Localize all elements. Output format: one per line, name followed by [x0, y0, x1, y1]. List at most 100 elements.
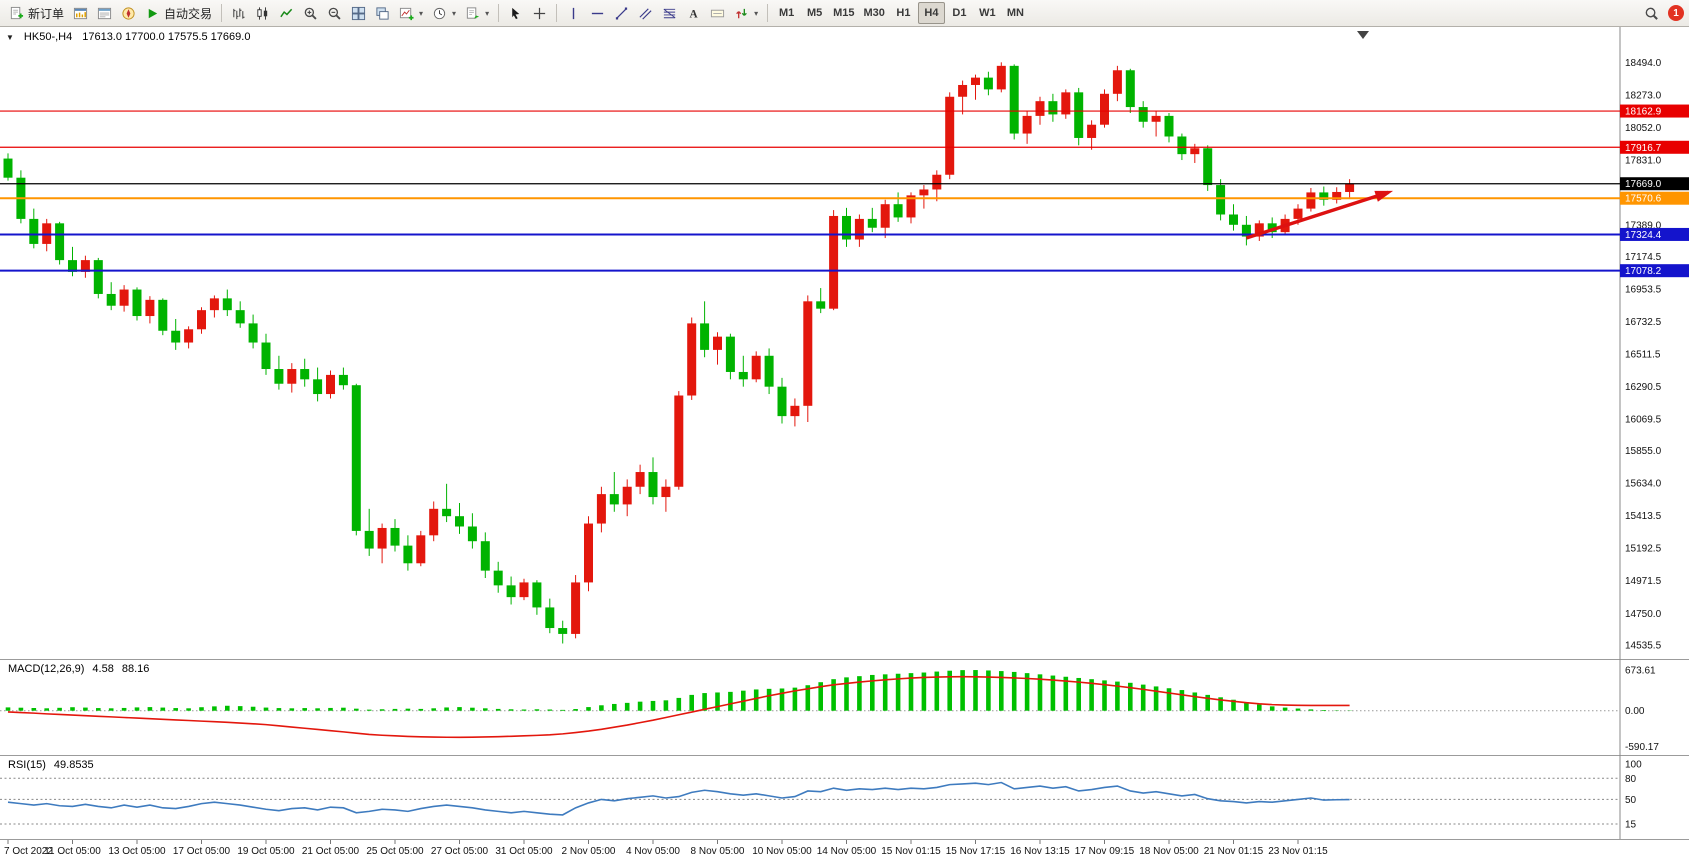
- cursor-button[interactable]: [504, 2, 527, 24]
- rsi-axis-tick: 80: [1625, 774, 1637, 785]
- svg-text:27 Oct 05:00: 27 Oct 05:00: [431, 846, 489, 857]
- arrows-caret-icon: ▾: [754, 8, 759, 18]
- svg-text:15192.5: 15192.5: [1625, 544, 1662, 555]
- period-button[interactable]: ▾: [428, 2, 460, 24]
- timeframe-h1[interactable]: H1: [896, 7, 911, 19]
- cascade-windows-icon: [376, 6, 389, 20]
- macd-value: 4.58: [92, 663, 114, 675]
- tile-windows-button[interactable]: [347, 2, 370, 24]
- zoom-in-button[interactable]: [299, 2, 322, 24]
- template-button[interactable]: ▾: [461, 2, 493, 24]
- market-watch-button[interactable]: [69, 2, 92, 24]
- market-watch-icon: [73, 7, 88, 19]
- svg-text:A: A: [690, 8, 699, 20]
- notification-badge[interactable]: 1: [1668, 5, 1684, 21]
- toolbar: 新订单 自动交易: [0, 0, 1689, 27]
- svg-text:18 Nov 05:00: 18 Nov 05:00: [1139, 846, 1199, 857]
- channel-button[interactable]: [634, 2, 657, 24]
- new-chart-icon: [399, 7, 414, 20]
- svg-text:15 Nov 01:15: 15 Nov 01:15: [881, 846, 941, 857]
- timeframe-mn[interactable]: MN: [1006, 7, 1024, 19]
- svg-text:31 Oct 05:00: 31 Oct 05:00: [495, 846, 553, 857]
- svg-text:17669.0: 17669.0: [1625, 179, 1662, 190]
- clock-icon: [433, 7, 446, 19]
- navigator-button[interactable]: [117, 2, 140, 24]
- svg-text:17570.6: 17570.6: [1625, 194, 1662, 205]
- candlestick-chart-icon: [257, 6, 268, 20]
- svg-text:16 Nov 13:15: 16 Nov 13:15: [1010, 846, 1070, 857]
- trendline-button[interactable]: [610, 2, 633, 24]
- period-caret-icon: ▾: [452, 8, 457, 18]
- timeframe-w1[interactable]: W1: [979, 7, 996, 19]
- svg-text:11 Oct 05:00: 11 Oct 05:00: [44, 846, 101, 857]
- crosshair-button[interactable]: [528, 2, 551, 24]
- search-button[interactable]: [1640, 2, 1663, 24]
- chart-symbol-period: HK50-,H4: [23, 31, 73, 43]
- svg-text:10 Nov 05:00: 10 Nov 05:00: [752, 846, 812, 857]
- timeframe-m15[interactable]: M15: [833, 7, 855, 19]
- data-window-button[interactable]: [93, 2, 116, 24]
- timeframe-m5[interactable]: M5: [806, 7, 823, 19]
- svg-text:17 Oct 05:00: 17 Oct 05:00: [173, 846, 231, 857]
- toolbar-right-group: 1: [1640, 2, 1684, 24]
- rsi-name: RSI(15): [8, 759, 46, 771]
- svg-text:4 Nov 05:00: 4 Nov 05:00: [626, 846, 680, 857]
- svg-text:16953.5: 16953.5: [1625, 285, 1662, 296]
- price-tag: [1620, 104, 1689, 118]
- horizontal-line-icon: [591, 12, 604, 14]
- data-window-icon: [97, 7, 112, 19]
- vertical-line-icon: [572, 7, 575, 19]
- svg-text:17389.0: 17389.0: [1625, 220, 1662, 231]
- timeframe-h4[interactable]: H4: [917, 2, 945, 24]
- text-label-icon: [711, 9, 725, 17]
- macd-signal-value: 88.16: [121, 663, 150, 675]
- timeframe-m1[interactable]: M1: [778, 7, 795, 19]
- svg-text:15413.5: 15413.5: [1625, 511, 1662, 522]
- timeframe-d1[interactable]: D1: [952, 7, 967, 19]
- svg-text:15855.0: 15855.0: [1625, 446, 1662, 457]
- timeframe-m30[interactable]: M30: [863, 7, 885, 19]
- new-chart-caret-icon: ▾: [419, 8, 424, 18]
- rsi-axis-tick: 100: [1625, 760, 1642, 771]
- horizontal-line-button[interactable]: [586, 2, 609, 24]
- chart-window[interactable]: 18494.0 18273.0 18052.0 17831.0 17389.0 17174…: [0, 26, 1689, 862]
- chart-canvas[interactable]: 18494.0 18273.0 18052.0 17831.0 17389.0 17174…: [0, 26, 1689, 862]
- svg-text:14535.5: 14535.5: [1625, 640, 1662, 651]
- svg-text:21 Oct 05:00: 21 Oct 05:00: [302, 846, 360, 857]
- vertical-line-button[interactable]: [562, 2, 585, 24]
- svg-text:16511.5: 16511.5: [1625, 350, 1661, 361]
- fibonacci-button[interactable]: [658, 2, 681, 24]
- svg-text:16069.5: 16069.5: [1625, 415, 1662, 426]
- autotrading-button[interactable]: 自动交易: [141, 2, 216, 24]
- line-chart-button[interactable]: [275, 2, 298, 24]
- zoom-in-icon: [304, 7, 317, 20]
- svg-text:17078.2: 17078.2: [1625, 266, 1662, 277]
- svg-text:8 Nov 05:00: 8 Nov 05:00: [691, 846, 745, 857]
- chart-header: ▼ HK50-,H4 17613.0 17700.0 17575.5 17669…: [6, 31, 250, 43]
- toolbar-separator: [498, 4, 500, 22]
- text-button[interactable]: A: [682, 2, 705, 24]
- collapse-triangle-icon[interactable]: ▼: [6, 32, 14, 42]
- trend-arrow-head: [1374, 190, 1394, 202]
- svg-text:18052.0: 18052.0: [1625, 123, 1662, 134]
- svg-text:23 Nov 01:15: 23 Nov 01:15: [1268, 846, 1328, 857]
- svg-text:21 Nov 01:15: 21 Nov 01:15: [1204, 846, 1264, 857]
- text-label-button[interactable]: [706, 2, 729, 24]
- new-chart-button[interactable]: ▾: [395, 2, 427, 24]
- text-icon: A: [690, 8, 699, 20]
- price-tag: [1620, 264, 1689, 278]
- svg-text:17174.5: 17174.5: [1625, 252, 1662, 263]
- zoom-out-button[interactable]: [323, 2, 346, 24]
- candlestick-chart-button[interactable]: [251, 2, 274, 24]
- autotrading-label: 自动交易: [164, 6, 213, 21]
- price-axis: 18494.0 18273.0 18052.0 17831.0 17389.0 17174…: [1625, 58, 1662, 652]
- svg-text:17916.7: 17916.7: [1625, 143, 1662, 154]
- macd-indicator-label: MACD(12,26,9) 4.58 88.16: [8, 663, 150, 675]
- arrows-button[interactable]: ▾: [730, 2, 762, 24]
- new-order-button[interactable]: 新订单: [5, 2, 68, 24]
- bar-chart-icon: [233, 7, 245, 19]
- search-icon: [1645, 7, 1658, 20]
- svg-text:16290.5: 16290.5: [1625, 382, 1662, 393]
- cascade-windows-button[interactable]: [371, 2, 394, 24]
- bar-chart-button[interactable]: [227, 2, 250, 24]
